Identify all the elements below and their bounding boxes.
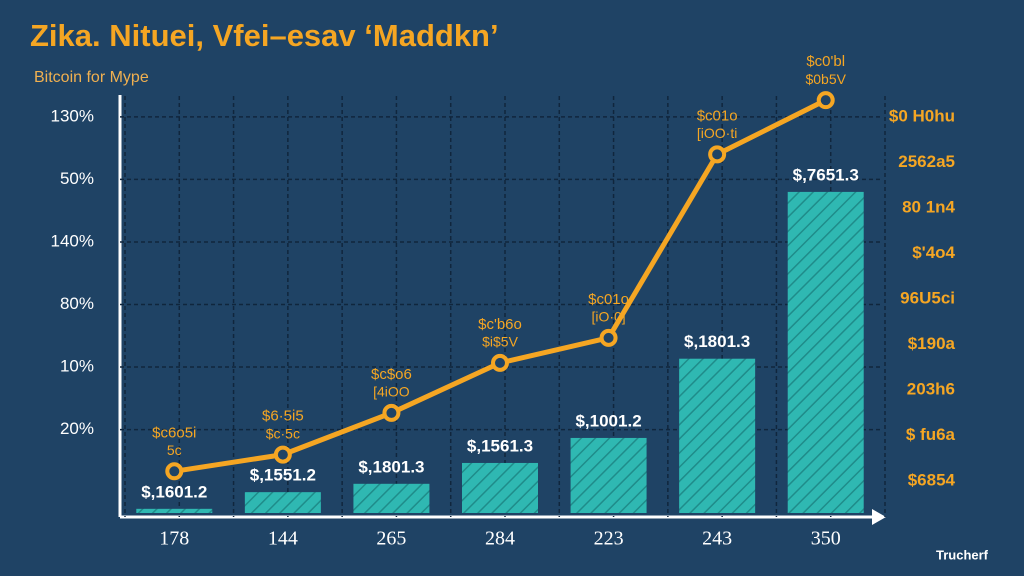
line-point bbox=[273, 445, 292, 464]
x-tick-label: 284 bbox=[485, 528, 515, 550]
point-sublabel: 5c bbox=[167, 442, 182, 458]
point-label: $c0'bl bbox=[806, 53, 845, 70]
right-label: $'4o4 bbox=[912, 243, 955, 262]
right-label: 203h6 bbox=[907, 379, 955, 398]
line-point bbox=[491, 353, 509, 372]
right-label: $0 H0hu bbox=[889, 106, 955, 125]
bar bbox=[570, 437, 647, 513]
x-tick-label: 144 bbox=[268, 528, 298, 550]
point-sublabel: [iO·0] bbox=[591, 309, 625, 325]
point-sublabel: $i$5V bbox=[482, 334, 518, 350]
right-label: $ fu6a bbox=[906, 425, 956, 444]
x-tick-label: 178 bbox=[159, 528, 189, 550]
chart-title: Zika. Nituei, Vfei–esav ‘Maddkn’ bbox=[30, 18, 499, 53]
point-sublabel: $c·5c bbox=[266, 425, 300, 441]
bar bbox=[679, 358, 756, 513]
point-label: $c01o bbox=[697, 107, 738, 124]
bar bbox=[462, 462, 538, 513]
bar bbox=[244, 492, 321, 513]
y-tick-label: 50% bbox=[60, 169, 94, 188]
chart-subtitle: Bitcoin for Mype bbox=[34, 69, 149, 86]
point-label: $6·5i5 bbox=[262, 408, 304, 425]
right-label: $190a bbox=[908, 334, 956, 353]
bar bbox=[353, 483, 430, 513]
line-point bbox=[165, 462, 184, 481]
point-sublabel: $0b5V bbox=[805, 71, 846, 87]
bar-label: $,1601.2 bbox=[141, 482, 207, 501]
x-tick-label: 223 bbox=[594, 528, 624, 550]
watermark: Trucherf bbox=[936, 547, 989, 562]
right-label: 80 1n4 bbox=[902, 197, 955, 216]
bar-label: $,7651.3 bbox=[793, 165, 859, 184]
y-tick-label: 140% bbox=[51, 231, 94, 250]
y-tick-label: 80% bbox=[60, 294, 94, 313]
x-tick-label: 243 bbox=[702, 528, 732, 550]
bar bbox=[787, 191, 864, 513]
y-tick-label: 10% bbox=[60, 357, 94, 376]
y-tick-label: 130% bbox=[51, 106, 94, 125]
x-tick-label: 265 bbox=[376, 528, 406, 550]
point-label: $c6o5i bbox=[152, 424, 196, 441]
bar-label: $,1561.3 bbox=[467, 436, 533, 455]
y-tick-label: 20% bbox=[60, 419, 94, 438]
x-tick-label: 350 bbox=[811, 528, 841, 550]
bar-label: $,1801.3 bbox=[684, 332, 750, 351]
point-label: $c$o6 bbox=[371, 366, 412, 383]
line-point bbox=[382, 403, 401, 422]
right-label: 96U5ci bbox=[900, 288, 955, 307]
right-label: 2562a5 bbox=[898, 152, 955, 171]
bar-label: $,1551.2 bbox=[250, 466, 316, 485]
x-axis-arrow bbox=[872, 509, 886, 525]
right-label: $6854 bbox=[908, 470, 956, 489]
point-label: $c01o bbox=[588, 291, 629, 308]
bar bbox=[136, 508, 213, 513]
line-point bbox=[708, 145, 727, 164]
bar-label: $,1001.2 bbox=[575, 411, 641, 430]
point-sublabel: [iOO·ti bbox=[697, 125, 737, 141]
bar-label: $,1801.3 bbox=[358, 457, 424, 476]
line-point bbox=[816, 91, 835, 110]
line-point bbox=[599, 328, 618, 347]
point-label: $c'b6o bbox=[478, 316, 522, 333]
point-sublabel: [4iOO bbox=[373, 384, 410, 400]
